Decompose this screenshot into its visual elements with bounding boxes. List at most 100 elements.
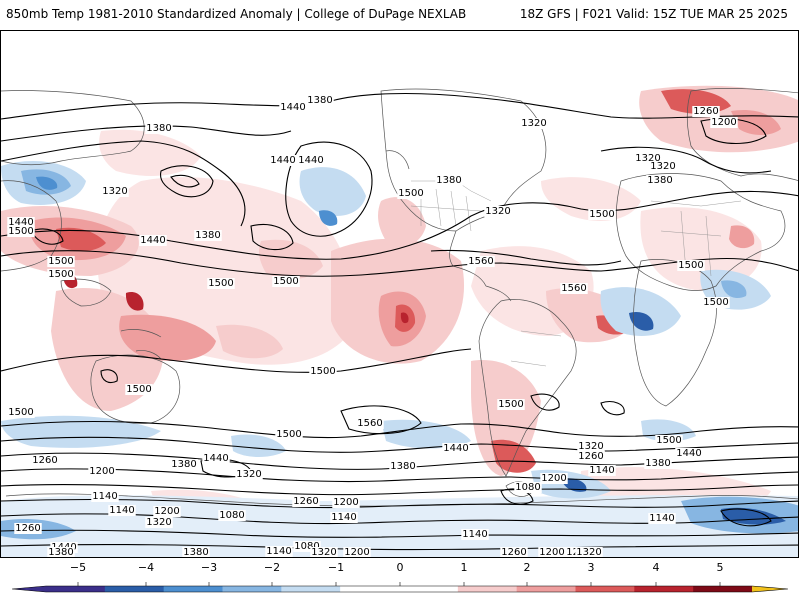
contour-label-halo bbox=[634, 153, 662, 164]
colorbar-over-triangle bbox=[752, 586, 788, 592]
contour-label: 1440 bbox=[8, 217, 33, 228]
contour-label: 1200 bbox=[333, 497, 358, 508]
contour-label: 1320 bbox=[635, 153, 660, 164]
colorbar-swatch bbox=[281, 586, 341, 592]
contour-label: 1140 bbox=[589, 465, 614, 476]
contour-label-halo bbox=[202, 453, 230, 464]
contour-label: 1260 bbox=[32, 455, 57, 466]
contour-label-halo bbox=[577, 441, 605, 452]
contour-label-halo bbox=[520, 118, 548, 129]
contour-label-halo bbox=[139, 235, 167, 246]
colorbar-tick-label: 4 bbox=[652, 561, 660, 574]
contour-label: 1260 bbox=[693, 106, 718, 117]
contour-label-halo bbox=[218, 510, 246, 521]
colorbar-swatch bbox=[634, 586, 694, 592]
contour-label: 1500 bbox=[208, 278, 233, 289]
contour-label: 1500 bbox=[498, 399, 523, 410]
colorbar: −5 −4 −3 −2 −1 0 1 2 3 4 5 bbox=[0, 560, 800, 600]
anomaly-map: 1380 1440 1320 1260 1200 1380 1440 1440 … bbox=[1, 31, 798, 558]
contour-label: 1320 bbox=[311, 547, 336, 558]
contour-label-halo bbox=[389, 461, 417, 472]
contour-label: 1200 bbox=[344, 547, 369, 558]
contour-label: 1140 bbox=[109, 505, 134, 516]
colorbar-swatch bbox=[222, 586, 282, 592]
contour-label-halo bbox=[7, 407, 35, 418]
contour-label: 1380 bbox=[195, 230, 220, 241]
contour-label: 1500 bbox=[48, 256, 73, 267]
contour-label: 1140 bbox=[266, 546, 291, 557]
contour-label: 1080 bbox=[294, 541, 319, 552]
warm-anomaly-shading bbox=[1, 85, 798, 526]
contour-label: 1560 bbox=[561, 283, 586, 294]
colorbar-outline bbox=[11, 585, 789, 593]
contour-label: 1200 bbox=[541, 473, 566, 484]
contour-label: 1320 bbox=[521, 118, 546, 129]
contour-label-halo bbox=[265, 546, 293, 557]
contour-label-halo bbox=[293, 541, 321, 552]
contour-label-halo bbox=[310, 547, 338, 557]
contour-label-halo bbox=[31, 455, 59, 466]
contour-label: 1500 bbox=[273, 276, 298, 287]
contour-label: 1200 bbox=[711, 117, 736, 128]
contour-label-halo bbox=[207, 278, 235, 289]
contour-label-halo bbox=[649, 161, 677, 172]
contour-label: 1320 bbox=[146, 517, 171, 528]
contour-label: 1080 bbox=[515, 482, 540, 493]
contour-label: 1320 bbox=[485, 206, 510, 217]
colorbar-swatch bbox=[516, 586, 576, 592]
contour-label-halo bbox=[182, 547, 210, 557]
colorbar-swatch bbox=[104, 586, 165, 592]
contour-label-halo bbox=[677, 260, 705, 271]
contour-label-halo bbox=[272, 276, 300, 287]
contour-label: 1380 bbox=[183, 547, 208, 558]
contour-label: 1380 bbox=[48, 547, 73, 558]
contour-label: 1260 bbox=[501, 547, 526, 558]
contour-label: 1380 bbox=[645, 458, 670, 469]
colorbar-tick-label: −2 bbox=[263, 561, 281, 574]
contour-label: 1440 bbox=[443, 443, 468, 454]
contour-label: 1440 bbox=[298, 155, 323, 166]
contour-label: 1320 bbox=[236, 469, 261, 480]
contour-label: 1260 bbox=[293, 496, 318, 507]
contour-label-halo bbox=[101, 186, 129, 197]
contour-label: 1500 bbox=[8, 407, 33, 418]
contour-label-halo bbox=[397, 188, 425, 199]
contour-label-halo bbox=[7, 226, 35, 237]
colorbar-tick-label: 2 bbox=[523, 561, 531, 574]
contour-label: 1440 bbox=[140, 235, 165, 246]
contour-label: 1380 bbox=[171, 459, 196, 470]
contour-label-halo bbox=[500, 547, 528, 557]
header-bar: 850mb Temp 1981-2010 Standardized Anomal… bbox=[0, 0, 800, 30]
contour-label-halo bbox=[47, 547, 75, 557]
contour-label-halo bbox=[702, 297, 730, 308]
contour-label-halo bbox=[710, 117, 738, 128]
contour-label: 1500 bbox=[678, 260, 703, 271]
contour-label-halo bbox=[461, 529, 489, 540]
model-run-info: 18Z GFS | F021 Valid: 15Z TUE MAR 25 202… bbox=[519, 7, 788, 21]
contour-label: 1140 bbox=[649, 513, 674, 524]
contour-label-halo bbox=[88, 466, 116, 477]
contour-label-halo bbox=[655, 435, 683, 446]
contour-label-halo bbox=[275, 429, 303, 440]
contour-label-halo bbox=[235, 469, 263, 480]
contour-label: 1500 bbox=[310, 366, 335, 377]
contour-label-halo bbox=[47, 269, 75, 280]
map-panel: 1380 1440 1320 1260 1200 1380 1440 1440 … bbox=[0, 30, 799, 558]
contour-label-halo bbox=[153, 506, 181, 517]
contour-label: 1320 bbox=[650, 161, 675, 172]
contour-label-halo bbox=[644, 458, 672, 469]
colorbar-tick-label: −1 bbox=[327, 561, 345, 574]
contour-label: 1140 bbox=[462, 529, 487, 540]
contour-label-halo bbox=[306, 95, 334, 106]
contour-label-halo bbox=[692, 106, 720, 117]
contour-label-halo bbox=[145, 517, 173, 528]
contour-label: 1440 bbox=[676, 448, 701, 459]
contour-label: 1500 bbox=[8, 226, 33, 237]
colorbar-swatch bbox=[163, 586, 223, 592]
contour-label-halo bbox=[145, 123, 173, 134]
contour-label-halo bbox=[332, 497, 360, 508]
colorbar-tick-label: 1 bbox=[460, 561, 468, 574]
contour-label-halo bbox=[292, 496, 320, 507]
colorbar-tick-label: 5 bbox=[716, 561, 724, 574]
contour-label-halo bbox=[577, 451, 605, 462]
